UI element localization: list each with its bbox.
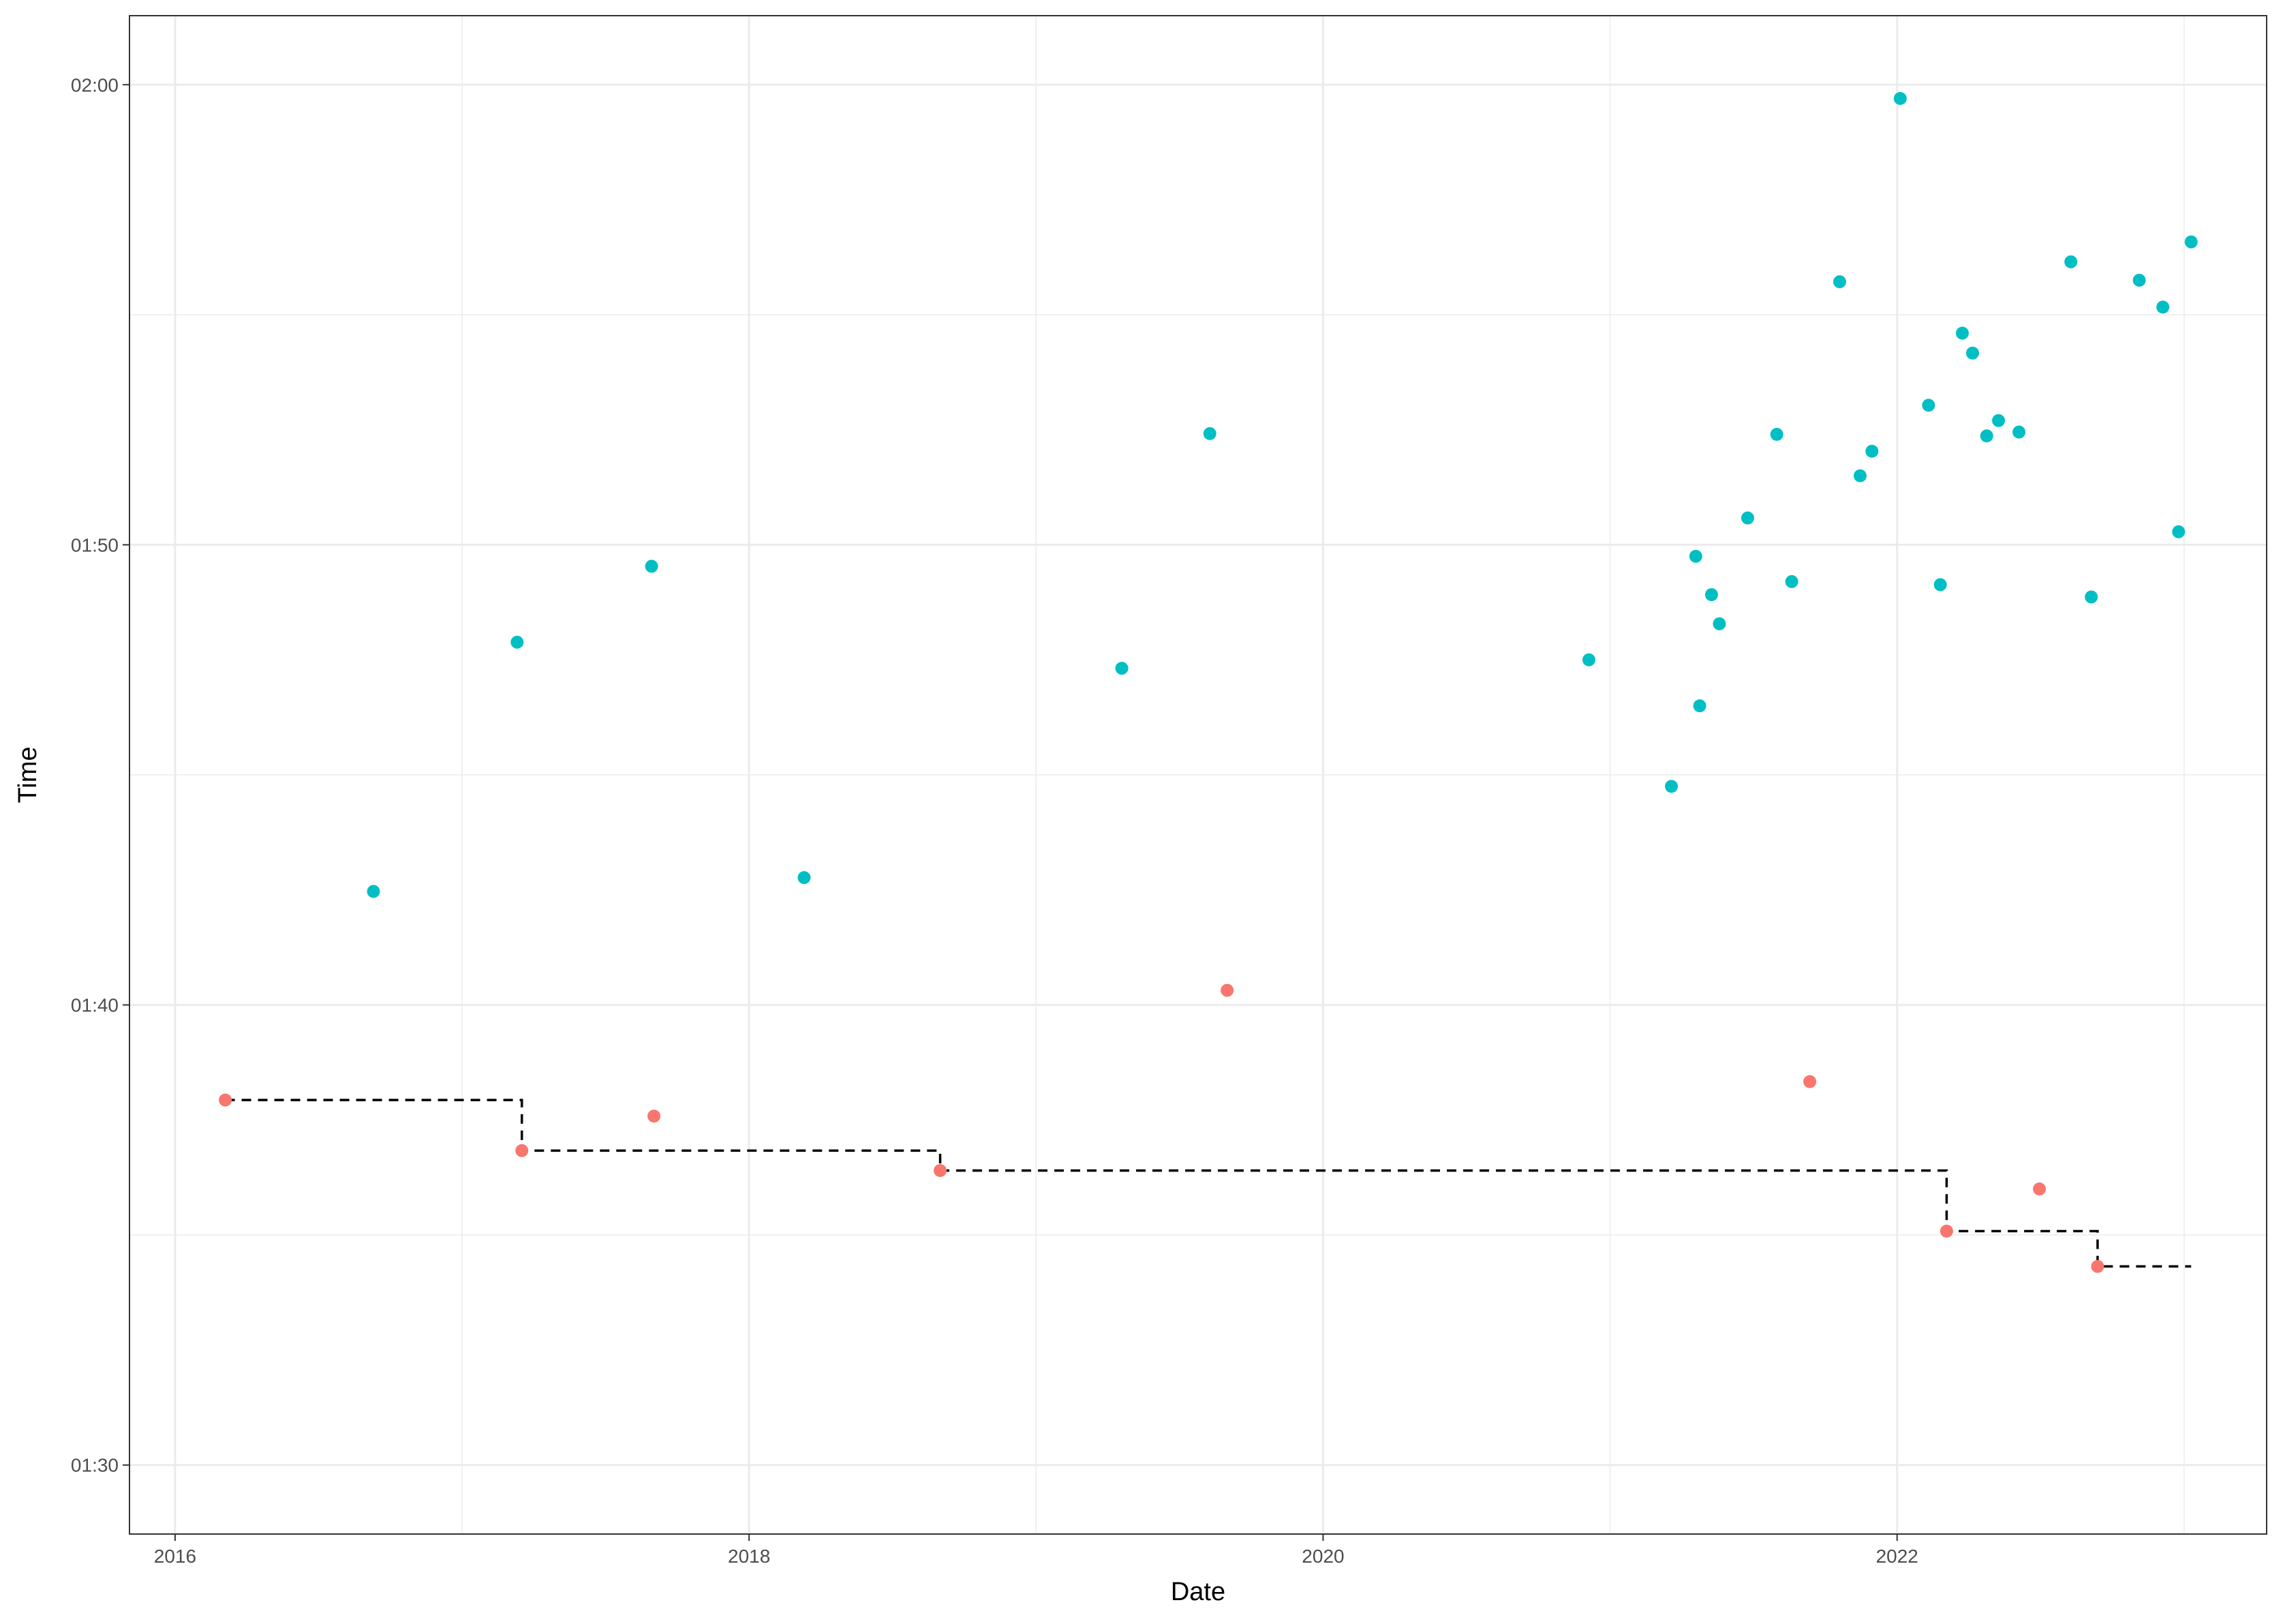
other-point bbox=[1980, 429, 1993, 443]
x-tick-label: 2022 bbox=[1876, 1546, 1918, 1567]
other-point bbox=[797, 871, 811, 885]
other-point bbox=[1713, 617, 1726, 630]
record-point bbox=[219, 1093, 232, 1107]
other-point bbox=[2156, 301, 2170, 314]
other-point bbox=[1865, 444, 1879, 458]
x-axis-title: Date bbox=[1171, 1578, 1225, 1606]
other-point bbox=[1992, 414, 2006, 427]
step-line-path bbox=[225, 1099, 2192, 1268]
record-step-line bbox=[225, 1099, 2192, 1268]
y-axis: 01:30 01:40 01:50 02:00 bbox=[71, 74, 129, 1476]
x-tick-label: 2018 bbox=[728, 1546, 770, 1567]
other-point bbox=[2012, 425, 2026, 439]
y-axis-title: Time bbox=[14, 746, 42, 803]
other-point bbox=[1965, 346, 1979, 360]
other-point bbox=[1770, 427, 1783, 441]
record-point bbox=[934, 1164, 947, 1178]
other-point bbox=[2085, 590, 2098, 604]
data-points bbox=[219, 92, 2198, 1273]
other-point bbox=[367, 885, 380, 898]
major-gridlines bbox=[129, 16, 2267, 1534]
other-point bbox=[1785, 574, 1798, 588]
other-point bbox=[1689, 549, 1702, 563]
other-point bbox=[510, 635, 524, 649]
record-point bbox=[1221, 983, 1234, 997]
other-point bbox=[2132, 273, 2146, 287]
y-tick-label: 01:30 bbox=[71, 1455, 119, 1476]
other-point bbox=[1853, 469, 1867, 482]
y-tick-label: 01:50 bbox=[71, 534, 119, 555]
other-point bbox=[1115, 662, 1129, 675]
record-point bbox=[2091, 1259, 2104, 1273]
other-point bbox=[1693, 699, 1706, 713]
record-point bbox=[515, 1144, 529, 1157]
other-point bbox=[1833, 275, 1846, 288]
other-point bbox=[1922, 399, 1935, 412]
other-point bbox=[1955, 326, 1969, 340]
record-point bbox=[2033, 1182, 2047, 1196]
minor-gridlines bbox=[129, 16, 2267, 1534]
other-point bbox=[1582, 653, 1596, 667]
other-point bbox=[1933, 578, 1947, 592]
other-point bbox=[1665, 780, 1679, 793]
x-tick-label: 2020 bbox=[1302, 1546, 1344, 1567]
other-point bbox=[2184, 235, 2198, 249]
y-tick-label: 01:40 bbox=[71, 995, 119, 1016]
other-point bbox=[2172, 525, 2186, 538]
y-tick-label: 02:00 bbox=[71, 74, 119, 95]
other-point bbox=[1741, 511, 1754, 525]
record-point bbox=[1940, 1225, 1953, 1238]
record-point bbox=[647, 1109, 661, 1123]
x-axis: 2016 2018 2020 2022 bbox=[154, 1534, 1918, 1567]
other-point bbox=[2064, 255, 2078, 269]
record-point bbox=[1803, 1075, 1817, 1088]
other-point bbox=[645, 560, 658, 573]
other-point bbox=[1893, 92, 1907, 106]
x-tick-label: 2016 bbox=[154, 1546, 196, 1567]
panel-border bbox=[129, 15, 2267, 1535]
other-point bbox=[1203, 427, 1216, 440]
other-point bbox=[1704, 588, 1718, 602]
